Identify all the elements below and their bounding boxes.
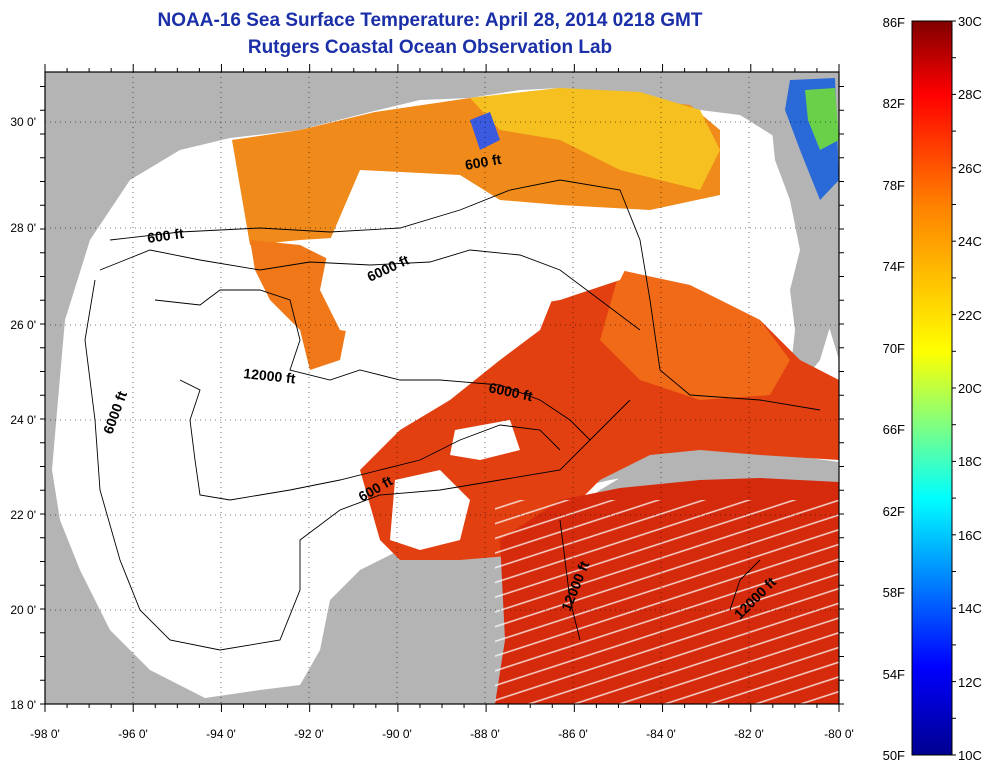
colorbar-ticks (952, 20, 956, 756)
map-subtitle: Rutgers Coastal Ocean Observation Lab (247, 37, 613, 58)
lat-label-20: 20 0' (10, 603, 36, 617)
graticule (45, 72, 839, 704)
lat-label-28: 28 0' (10, 221, 36, 235)
lon-label-86: -86 0' (558, 727, 588, 741)
colorbar-c-14: 14C (958, 601, 982, 616)
colorbar-c-20: 20C (958, 381, 982, 396)
lon-label-96: -96 0' (118, 727, 148, 741)
colorbar-f-78: 78F (883, 178, 905, 193)
depth-contours (84, 179, 821, 651)
lat-label-24: 24 0' (10, 413, 36, 427)
colorbar-c-10: 10C (958, 748, 982, 763)
map-title: NOAA-16 Sea Surface Temperature: April 2… (157, 10, 703, 31)
contour-label-600ft-west: 600 ft (146, 225, 185, 246)
colorbar-c-18: 18C (958, 454, 982, 469)
contour-label-600ft-north: 600 ft (464, 151, 503, 173)
lon-label-94: -94 0' (206, 727, 236, 741)
lon-label-88: -88 0' (470, 727, 500, 741)
colorbar-c-26: 26C (958, 161, 982, 176)
colorbar-f-50: 50F (883, 748, 905, 763)
colorbar-c-24: 24C (958, 234, 982, 249)
colorbar-f-70: 70F (883, 341, 905, 356)
lat-label-22: 22 0' (10, 508, 36, 522)
colorbar-c-30: 30C (958, 14, 982, 29)
colorbar-f-54: 54F (883, 667, 905, 682)
gulf-ocean (52, 88, 839, 704)
colorbar-f-82: 82F (883, 96, 905, 111)
tick-marks (40, 64, 844, 712)
colorbar-f-86: 86F (883, 15, 905, 30)
colorbar-c-28: 28C (958, 87, 982, 102)
lon-label-98: -98 0' (30, 727, 60, 741)
contour-label-12000ft-central: 12000 ft (243, 365, 297, 386)
colorbar-c-16: 16C (958, 528, 982, 543)
lon-label-92: -92 0' (294, 727, 324, 741)
colorbar-f-58: 58F (883, 585, 905, 600)
lon-label-84: -84 0' (646, 727, 676, 741)
colorbar-c-12: 12C (958, 675, 982, 690)
lon-label-90: -90 0' (382, 727, 412, 741)
lat-label-30: 30 0' (10, 115, 36, 129)
lat-label-26: 26 0' (10, 318, 36, 332)
colorbar-f-62: 62F (883, 504, 905, 519)
colorbar (911, 20, 953, 756)
lon-label-82: -82 0' (734, 727, 764, 741)
cloud-gaps (320, 170, 640, 550)
lon-label-80: -80 0' (824, 727, 854, 741)
lat-label-18: 18 0' (10, 698, 36, 712)
colorbar-f-66: 66F (883, 422, 905, 437)
colorbar-c-22: 22C (958, 308, 982, 323)
colorbar-f-74: 74F (883, 259, 905, 274)
